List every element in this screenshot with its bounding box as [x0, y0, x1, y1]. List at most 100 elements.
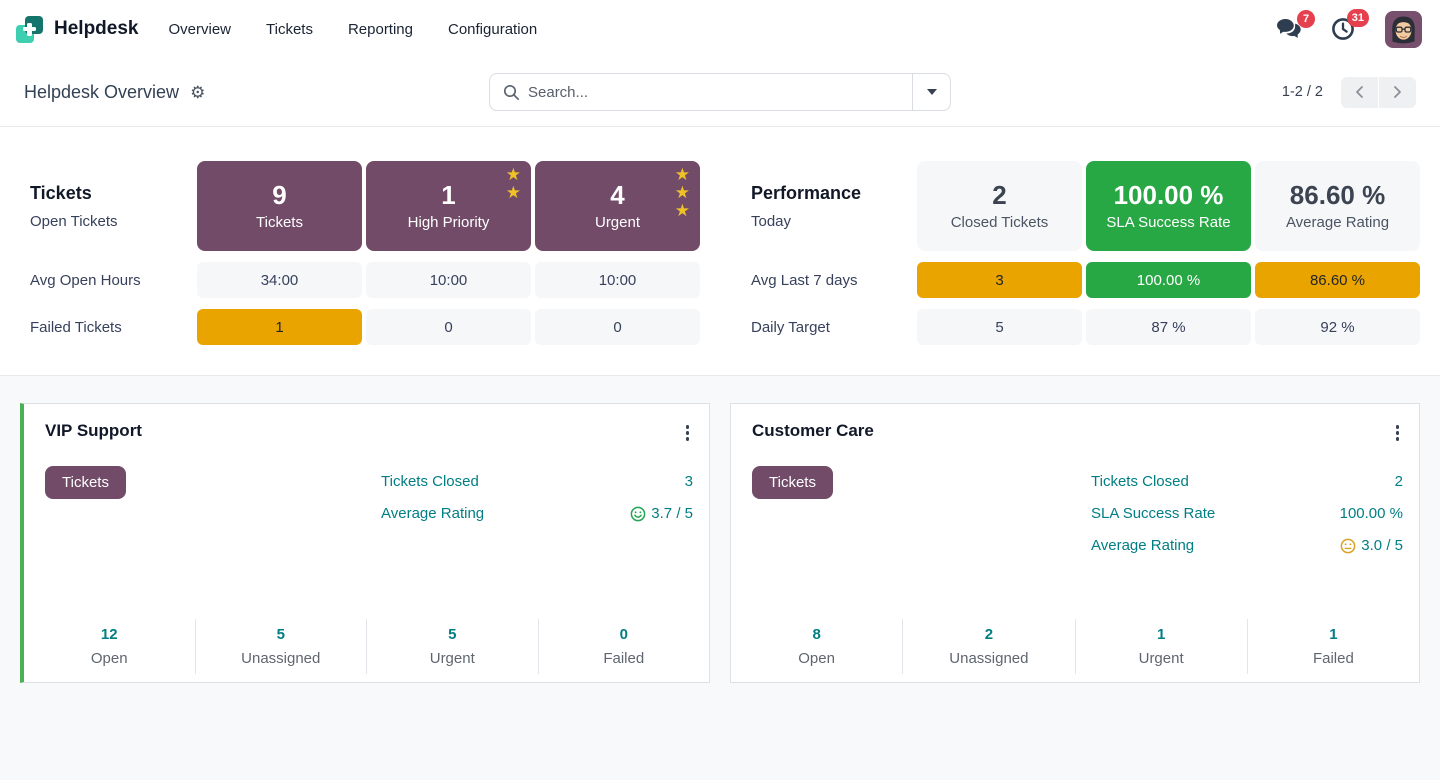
performance-heading: Performance [751, 182, 862, 203]
team-stat-rows: Tickets Closed 2 SLA Success Rate 100.00… [1091, 466, 1403, 614]
menu-overview[interactable]: Overview [168, 20, 231, 38]
pager-next-button[interactable] [1379, 76, 1416, 108]
settings-gear-icon[interactable]: ⚙︎ [190, 82, 206, 102]
team-stat-rows: Tickets Closed 3 Average Rating [381, 466, 693, 614]
target-average-rating: 92 % [1255, 309, 1420, 345]
messages-button[interactable]: 7 [1276, 10, 1315, 40]
chat-bubbles-icon [1276, 18, 1301, 40]
kebab-menu-icon[interactable] [680, 421, 696, 445]
high-priority-count: 1 [441, 180, 456, 210]
high-priority-tile-label: High Priority [407, 214, 490, 231]
tickets-heading-cell: Tickets Open Tickets [30, 161, 193, 251]
menu-configuration[interactable]: Configuration [448, 20, 538, 38]
search-input[interactable] [528, 83, 912, 101]
avg-open-hours-high-priority: 10:00 [366, 262, 531, 298]
unassigned-tickets-link[interactable]: 2 Unassigned [902, 619, 1074, 674]
card-header: Customer Care [731, 404, 1419, 445]
open-tickets-label: Open Tickets [30, 212, 118, 230]
tickets-button[interactable]: Tickets [45, 465, 126, 499]
team-title[interactable]: VIP Support [45, 421, 142, 440]
sla-success-rate-tile-label: SLA Success Rate [1106, 214, 1231, 231]
failed-tickets-link[interactable]: 1 Failed [1246, 619, 1419, 674]
team-card-vip-support: VIP Support Tickets Tickets Closed 3 Ave… [20, 403, 710, 683]
menu-reporting[interactable]: Reporting [347, 20, 413, 38]
urgent-count: 4 [610, 180, 625, 210]
card-footer: 12 Open 5 Unassigned 5 Urgent 0 Failed [24, 613, 709, 682]
avg-open-hours-label: Avg Open Hours [30, 271, 141, 289]
tickets-button[interactable]: Tickets [752, 465, 833, 499]
daily-target-label: Daily Target [751, 318, 830, 336]
breadcrumb: Helpdesk Overview ⚙︎ [24, 82, 205, 103]
sla-success-rate-tile[interactable]: 100.00 % SLA Success Rate [1086, 161, 1251, 251]
team-cards-area: VIP Support Tickets Tickets Closed 3 Ave… [0, 376, 1440, 780]
team-title[interactable]: Customer Care [752, 421, 874, 440]
failed-tickets-link[interactable]: 0 Failed [537, 619, 710, 674]
tickets-closed-row[interactable]: Tickets Closed 2 [1091, 466, 1403, 498]
kebab-menu-icon[interactable] [1390, 421, 1406, 445]
urgent-tile[interactable]: ★ ★ ★ 4 Urgent [535, 161, 700, 251]
urgent-tile-label: Urgent [594, 214, 641, 231]
tickets-closed-label: Tickets Closed [1091, 473, 1189, 490]
avg7-average-rating: 86.60 % [1255, 262, 1420, 298]
tickets-closed-value: 2 [1394, 473, 1403, 490]
pager-previous-button[interactable] [1341, 76, 1378, 108]
average-rating-label: Average Rating [381, 505, 485, 522]
team-card-customer-care: Customer Care Tickets Tickets Closed 2 S… [730, 403, 1420, 683]
star-icon: ★ [674, 165, 690, 184]
happy-face-icon [630, 506, 646, 522]
unassigned-tickets-link[interactable]: 5 Unassigned [194, 619, 367, 674]
average-rating-row[interactable]: Average Rating 3.0 / 5 [1091, 530, 1403, 562]
control-panel: Helpdesk Overview ⚙︎ 1-2 / 2 [0, 58, 1440, 127]
tickets-closed-row[interactable]: Tickets Closed 3 [381, 466, 693, 498]
systray: 7 31 [1276, 9, 1422, 48]
urgent-tickets-link[interactable]: 1 Urgent [1074, 619, 1247, 674]
clock-icon [1331, 17, 1355, 41]
activities-badge: 31 [1346, 9, 1369, 27]
helpdesk-app-icon [16, 15, 43, 43]
tickets-stats-grid: Tickets Open Tickets 9 Tickets ★ ★ 1 High… [30, 161, 700, 345]
search-bar [489, 73, 951, 111]
main-menu: Overview Tickets Reporting Configuration [168, 21, 537, 38]
pager-range[interactable]: 1-2 / 2 [1281, 84, 1323, 100]
activities-button[interactable]: 31 [1331, 9, 1369, 41]
user-avatar[interactable] [1385, 10, 1422, 48]
failed-high-priority-count: 0 [366, 309, 531, 345]
star-icon: ★ [505, 165, 521, 184]
apps-menu-brand[interactable]: Helpdesk [16, 15, 139, 43]
sla-success-rate-label: SLA Success Rate [1091, 505, 1216, 522]
closed-tickets-tile[interactable]: 2 Closed Tickets [917, 161, 1082, 251]
star-icon: ★ [674, 182, 690, 202]
page-title: Helpdesk Overview [24, 81, 180, 102]
card-footer: 8 Open 2 Unassigned 1 Urgent 1 Failed [731, 613, 1419, 682]
open-tickets-link[interactable]: 12 Open [90, 626, 128, 667]
performance-heading-cell: Performance Today [751, 161, 913, 251]
tickets-closed-value: 3 [684, 473, 693, 490]
high-priority-tile[interactable]: ★ ★ 1 High Priority [366, 161, 531, 251]
avg-open-hours-tickets: 34:00 [197, 262, 362, 298]
target-closed-tickets: 5 [917, 309, 1082, 345]
average-rating-row[interactable]: Average Rating 3.7 / 5 [381, 498, 693, 530]
avg7-sla-success-rate: 100.00 % [1086, 262, 1251, 298]
avg7-closed-tickets: 3 [917, 262, 1082, 298]
average-rating-tile[interactable]: 86.60 % Average Rating [1255, 161, 1420, 251]
urgent-stars-icon: ★ ★ ★ [675, 166, 690, 220]
target-sla-success-rate: 87 % [1086, 309, 1251, 345]
urgent-tickets-link[interactable]: 5 Urgent [366, 619, 538, 674]
tickets-heading: Tickets [30, 182, 92, 203]
app-name: Helpdesk [54, 18, 139, 39]
menu-tickets[interactable]: Tickets [266, 20, 313, 38]
messages-badge: 7 [1297, 10, 1315, 28]
sla-success-rate-value: 100.00 % [1113, 180, 1224, 210]
average-rating-value: 3.7 / 5 [651, 505, 693, 522]
search-icon [490, 84, 528, 101]
sla-success-rate-row[interactable]: SLA Success Rate 100.00 % [1091, 498, 1403, 530]
top-navbar: Helpdesk Overview Tickets Reporting Conf… [0, 0, 1440, 58]
overview-stats-band: Tickets Open Tickets 9 Tickets ★ ★ 1 High… [0, 127, 1440, 376]
chevron-down-icon [926, 89, 937, 95]
pager: 1-2 / 2 [1281, 76, 1416, 108]
open-tickets-link[interactable]: 8 Open [798, 626, 835, 667]
open-tickets-tile[interactable]: 9 Tickets [197, 161, 362, 251]
failed-tickets-label: Failed Tickets [30, 318, 122, 336]
search-options-toggle[interactable] [912, 74, 950, 110]
tickets-closed-label: Tickets Closed [381, 473, 479, 490]
